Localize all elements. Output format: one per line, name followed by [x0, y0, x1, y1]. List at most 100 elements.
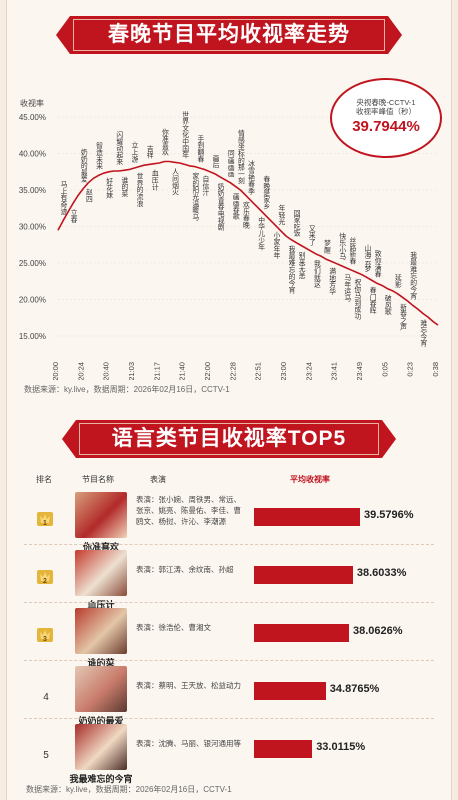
medal-icon: 3	[36, 626, 54, 644]
y-tick-label: 30.00%	[19, 223, 46, 232]
performers-text: 表演：张小婉、周铁男、常远、张京、姚亮、陈曼佑、李佳、曹鸥文、杨挝、许沁、李潮源	[136, 495, 241, 526]
program-thumbnail	[75, 492, 127, 538]
annotation-label: 我最难忘的今宵	[409, 251, 417, 301]
x-tick-label: 22:51	[254, 362, 263, 380]
performers-text: 表演：蔡明、王天放、松益动力	[136, 681, 241, 690]
peak-label-line2: 收视率峰值（秒）	[356, 107, 416, 116]
svg-text:1: 1	[43, 520, 47, 527]
annotation-label: 同画画画	[226, 149, 234, 177]
peak-label-line1: 央视春晚-CCTV-1	[356, 98, 416, 107]
peak-value: 39.7944%	[352, 118, 420, 135]
row-divider	[24, 718, 434, 719]
program-thumbnail	[75, 724, 127, 770]
x-tick-label: 0:05	[380, 362, 389, 377]
annotation-label: 你准喜欢	[160, 127, 168, 156]
performers-text: 表演：徐浩伦、曹湘文	[136, 623, 211, 632]
annotation-label: 世界的流浪	[135, 172, 143, 208]
rating-value: 33.0115%	[316, 741, 366, 753]
svg-text:3: 3	[43, 636, 47, 643]
annotation-label: 祝你马到成功	[353, 277, 361, 320]
ranking-row: 5 我最难忘的今宵 表演：沈腾、马丽、银河通用等 33.0115%	[0, 720, 458, 798]
rating-bar	[254, 682, 326, 700]
rating-value: 38.0626%	[353, 625, 403, 637]
trend-line-chart: 45.00% 40.00% 35.00% 30.00% 25.00% 20.00% 15.0…	[19, 110, 440, 380]
header-rating: 平均收视率	[290, 475, 330, 484]
rating-bar	[254, 508, 360, 526]
y-tick-label: 40.00%	[19, 150, 46, 159]
ranking-row: 4 奶奶的最爱 表演：蔡明、王天放、松益动力 34.8765%	[0, 662, 458, 740]
annotation-label: 血压计	[150, 169, 158, 192]
program-name: 谁的菜	[87, 658, 115, 668]
annotation-label: 谁的菜	[120, 175, 128, 198]
ranking-row: 2 血压计 表演：郭江涛、余纹南、孙超 38.6033%	[0, 546, 458, 624]
top5-title-banner: 语言类节目收视率TOP5	[62, 420, 396, 458]
annotation-label: 闪耀动起来	[115, 130, 123, 166]
annotation-label: 我们就这	[312, 259, 320, 288]
annotation-label: 赵四	[84, 188, 92, 204]
annotation-label: 梦醒	[323, 240, 331, 255]
rank-number: 5	[43, 750, 49, 761]
program-name: 血压计	[87, 600, 115, 610]
x-tick-label: 0:23	[406, 362, 415, 377]
chart-title: 春晚节目平均收视率走势	[108, 23, 350, 46]
chart-source: 数据来源：ky.live，数据周期：2026年02月16日，CCTV-1	[24, 385, 230, 394]
y-tick-label: 15.00%	[19, 332, 46, 341]
annotation-label: 情感坐标的那一刻	[236, 129, 244, 186]
rating-bar	[254, 740, 313, 758]
program-thumbnail	[75, 608, 127, 654]
annotation-label: 快乐小马	[338, 232, 346, 261]
annotation-label: 人间烟火	[171, 168, 179, 195]
header-rank: 排名	[36, 475, 52, 484]
program-name: 你准喜欢	[82, 542, 119, 552]
header-name: 节目名称	[82, 475, 114, 484]
performers-text: 表演：郭江涛、余纹南、孙超	[136, 565, 234, 574]
annotation-label: 致你满春	[373, 249, 381, 278]
rank-number: 4	[43, 692, 49, 703]
x-tick-label: 23:49	[355, 362, 364, 380]
annotation-label: 小家年年	[272, 231, 280, 260]
y-axis-title: 收视率	[20, 99, 44, 108]
series-line	[57, 160, 439, 326]
chart-title-banner: 春晚节目平均收视率走势	[56, 16, 402, 54]
x-tick-label: 21:17	[152, 362, 161, 380]
annotation-label: 家的阳光温暖马	[191, 172, 199, 222]
peak-badge: 央视春晚-CCTV-1 收视率峰值（秒） 39.7944%	[330, 78, 442, 158]
annotation-label: 智造未来	[95, 141, 103, 170]
performers-text: 表演：沈腾、马丽、银河通用等	[136, 739, 241, 748]
annotation-label: 满地芳华	[328, 267, 336, 296]
annotation-label: 世界文化中国年	[181, 110, 189, 160]
row-divider	[24, 602, 434, 603]
rating-value: 38.6033%	[356, 567, 407, 579]
annotation-label: 好花妹	[105, 177, 113, 200]
program-thumbnail	[75, 550, 127, 596]
y-tick-label: 25.00%	[19, 259, 46, 268]
annotation-label: 山海云梦	[363, 243, 371, 272]
x-tick-label: 23:41	[330, 362, 339, 380]
annotation-label: 画画春歌	[231, 192, 239, 220]
annotation-label: 马上有奇迹	[59, 181, 67, 216]
medal-icon: 2	[36, 568, 54, 586]
annotation-label: 又来了	[307, 225, 315, 246]
row-divider	[24, 544, 434, 545]
annotation-label: 手到翻春	[196, 134, 204, 163]
svg-text:2: 2	[43, 578, 47, 585]
annotation-label: 年轻光	[277, 203, 285, 226]
annotation-label: 立上游	[130, 141, 138, 164]
header-performers: 表演	[150, 475, 166, 484]
annotation-label: 中华儿少年	[257, 215, 265, 251]
x-tick-label: 23:00	[279, 362, 288, 380]
annotation-label: 自信汁	[201, 175, 209, 198]
y-tick-label: 20.00%	[19, 296, 46, 305]
x-tick-label: 20:00	[51, 362, 60, 380]
x-tick-label: 20:40	[102, 362, 111, 380]
annotation-label: 丝路新春	[348, 236, 356, 265]
y-tick-label: 35.00%	[19, 186, 46, 195]
x-tick-label: 21:40	[178, 362, 187, 380]
annotation-label: 欢乐春晚	[241, 200, 249, 229]
top5-title: 语言类节目收视率TOP5	[111, 427, 347, 450]
annotation-label: 奶奶青春电视剧	[216, 182, 224, 232]
program-thumbnail	[75, 666, 127, 712]
annotation-label: 我最难忘的今宵	[287, 245, 295, 295]
program-name: 我最难忘的今宵	[69, 774, 133, 784]
x-tick-label: 22:28	[228, 362, 237, 380]
